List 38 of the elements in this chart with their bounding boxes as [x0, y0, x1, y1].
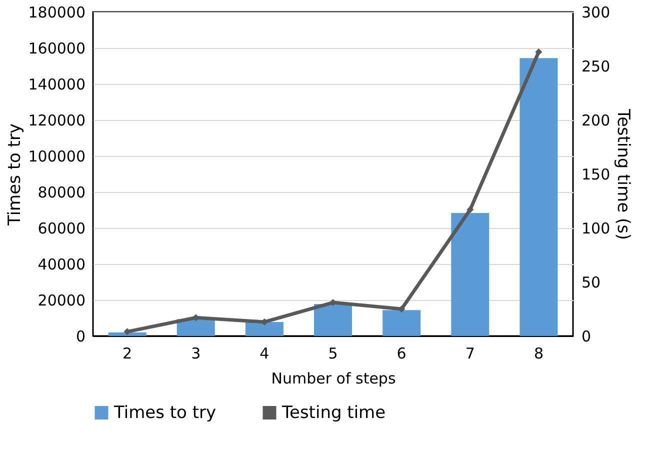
y-tick-label: 180000: [28, 4, 86, 22]
y2-tick-label: 150: [582, 166, 610, 184]
x-tick-label: 7: [465, 344, 475, 362]
y-tick-label: 0: [76, 328, 86, 346]
x-tick-label: 5: [328, 344, 338, 362]
bar: [314, 304, 352, 336]
bar: [245, 322, 284, 336]
y-tick-label: 80000: [38, 184, 86, 202]
bar: [451, 213, 490, 336]
point: [466, 206, 474, 214]
y-tick-label: 120000: [28, 112, 86, 130]
y2-tick-label: 200: [582, 112, 610, 130]
y2-tick-label: 300: [582, 4, 610, 22]
x-tick-label: 4: [260, 344, 270, 362]
x-tick-label: 8: [534, 344, 544, 362]
y-tick-label: 140000: [28, 76, 86, 94]
bar: [520, 58, 558, 336]
y-axis-title: Times to try: [5, 123, 26, 227]
y-tick-label: 40000: [38, 256, 86, 274]
bar: [108, 332, 146, 336]
bar: [382, 310, 421, 336]
y2-axis-title: Testing time (s): [613, 108, 634, 240]
x-tick-label: 6: [396, 344, 406, 362]
legend-label: Times to try: [113, 402, 216, 423]
y2-tick-label: 0: [582, 328, 592, 346]
y2-tick-label: 50: [582, 274, 601, 292]
y2-tick-label: 250: [582, 58, 610, 76]
legend-label: Testing time: [281, 402, 386, 423]
point: [124, 328, 131, 336]
y-tick-label: 20000: [38, 292, 86, 310]
y-tick-label: 60000: [38, 220, 86, 238]
x-tick-label: 2: [122, 344, 132, 362]
x-tick-label: 3: [191, 344, 201, 362]
y-tick-label: 160000: [28, 40, 86, 58]
y2-tick-label: 100: [582, 220, 610, 238]
point: [535, 48, 542, 56]
y-tick-label: 100000: [28, 148, 86, 166]
x-axis-title: Number of steps: [271, 370, 396, 388]
